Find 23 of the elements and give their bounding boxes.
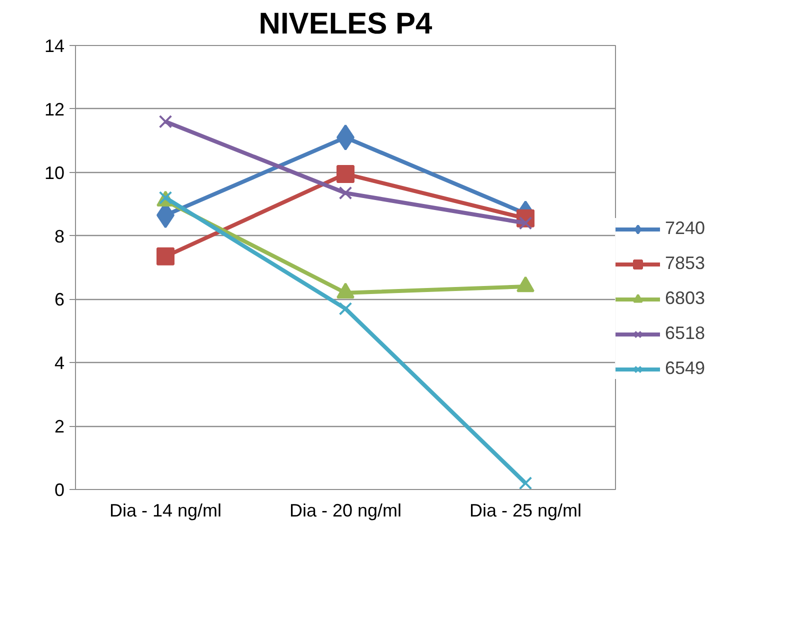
legend-label: 7240 [665,218,706,239]
point [336,164,354,183]
legend-label: 6518 [665,323,706,344]
x-tick-label: Dia - 20 ng/ml [289,500,402,520]
y-tick-label: 10 [44,162,65,183]
point [156,247,174,266]
point [338,186,352,200]
x-tick-label: Dia - 14 ng/ml [109,500,222,520]
x-tick-label: Dia - 25 ng/ml [469,500,582,520]
point [158,114,172,128]
point [518,476,532,490]
y-tick-label: 12 [44,99,65,120]
y-tick-label: 8 [54,226,65,246]
y-tick-label: 0 [54,480,65,500]
y-tick-label: 2 [54,416,65,437]
legend-label: 6549 [665,358,706,379]
y-tick-label: 6 [54,290,65,310]
y-tick-label: 14 [44,36,65,56]
y-tick-label: 4 [54,353,65,374]
legend-label: 7853 [665,253,706,274]
point [338,302,352,316]
chart-title: NIVELES P4 [258,8,433,40]
legend-label: 6803 [665,288,706,309]
